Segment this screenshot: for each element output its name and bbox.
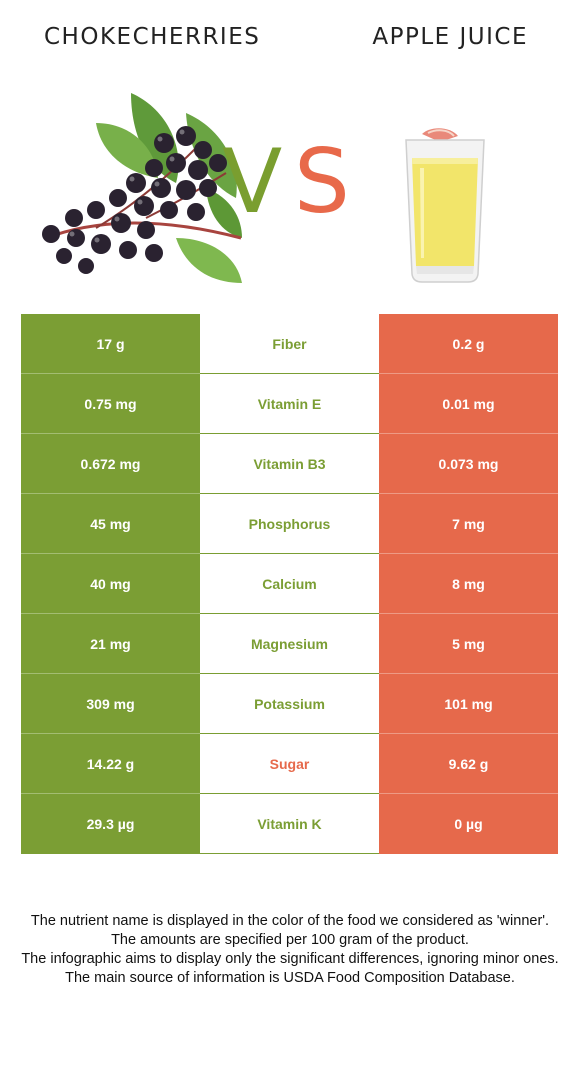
table-row: 14.22 g Sugar 9.62 g xyxy=(21,734,558,794)
table-row: 309 mg Potassium 101 mg xyxy=(21,674,558,734)
left-food-value: 14.22 g xyxy=(21,734,200,794)
left-food-value: 40 mg xyxy=(21,554,200,614)
right-food-value: 0.073 mg xyxy=(379,434,558,494)
right-food-value: 0 µg xyxy=(379,794,558,854)
chokecherries-icon xyxy=(42,93,242,283)
left-food-value: 45 mg xyxy=(21,494,200,554)
table-row: 45 mg Phosphorus 7 mg xyxy=(21,494,558,554)
footnote-line: The infographic aims to display only the… xyxy=(21,951,559,967)
right-food-value: 101 mg xyxy=(379,674,558,734)
table-row: 40 mg Calcium 8 mg xyxy=(21,554,558,614)
table-row: 21 mg Magnesium 5 mg xyxy=(21,614,558,674)
right-food-title: APPLE JUICE xyxy=(372,24,528,50)
nutrient-name: Vitamin K xyxy=(200,794,379,854)
right-food-value: 7 mg xyxy=(379,494,558,554)
footnote: The nutrient name is displayed in the co… xyxy=(16,912,564,988)
right-food-value: 8 mg xyxy=(379,554,558,614)
table-row: 17 g Fiber 0.2 g xyxy=(21,314,558,374)
right-food-value: 0.2 g xyxy=(379,314,558,374)
nutrient-name: Vitamin E xyxy=(200,374,379,434)
nutrient-name: Vitamin B3 xyxy=(200,434,379,494)
table-row: 0.672 mg Vitamin B3 0.073 mg xyxy=(21,434,558,494)
table-row: 0.75 mg Vitamin E 0.01 mg xyxy=(21,374,558,434)
vs-letter-s: S xyxy=(294,130,350,233)
left-food-value: 0.75 mg xyxy=(21,374,200,434)
nutrient-name: Sugar xyxy=(200,734,379,794)
nutrient-name: Phosphorus xyxy=(200,494,379,554)
nutrient-name: Calcium xyxy=(200,554,379,614)
right-food-value: 5 mg xyxy=(379,614,558,674)
nutrient-name: Magnesium xyxy=(200,614,379,674)
nutrient-name: Fiber xyxy=(200,314,379,374)
vs-letter-v: V xyxy=(222,130,283,233)
nutrient-name: Potassium xyxy=(200,674,379,734)
left-food-value: 17 g xyxy=(21,314,200,374)
footnote-line: The nutrient name is displayed in the co… xyxy=(30,913,550,929)
apple-juice-glass-icon xyxy=(405,128,485,283)
left-food-value: 21 mg xyxy=(21,614,200,674)
right-food-value: 0.01 mg xyxy=(379,374,558,434)
left-food-title: CHOKECHERRIES xyxy=(44,24,261,50)
right-food-value: 9.62 g xyxy=(379,734,558,794)
left-food-value: 29.3 µg xyxy=(21,794,200,854)
left-food-value: 0.672 mg xyxy=(21,434,200,494)
left-food-value: 309 mg xyxy=(21,674,200,734)
footnote-line: The amounts are specified per 100 gram o… xyxy=(111,932,469,948)
nutrient-comparison-table: 17 g Fiber 0.2 g 0.75 mg Vitamin E 0.01 mg 0.6… xyxy=(21,314,558,854)
footnote-line: The main source of information is USDA F… xyxy=(65,970,515,986)
